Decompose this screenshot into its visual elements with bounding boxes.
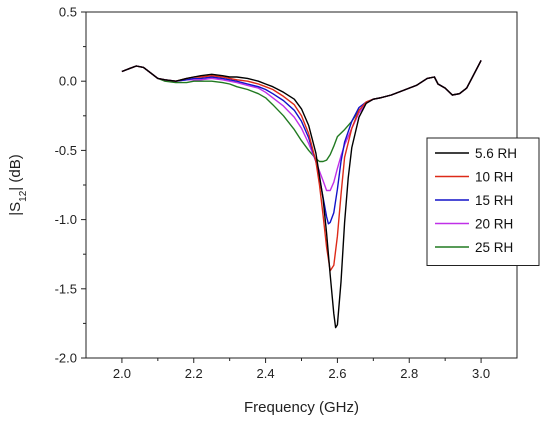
axis-ticks: 2.0 2.2 2.4 2.6 2.8 3.0 0.5 0.0 -0.5 -1.0 -1.5 -2.0: [55, 5, 491, 382]
y-axis-label-tail: | (dB): [7, 154, 24, 190]
legend-label-4: 20 RH: [475, 217, 513, 232]
y-tick-label: -0.5: [55, 143, 77, 158]
legend-label-3: 15 RH: [475, 193, 513, 208]
series-layer: [121, 60, 482, 329]
series-line-1: [121, 60, 482, 329]
x-axis-label: Frequency (GHz): [244, 399, 359, 416]
y-axis-label-subscript: 12: [18, 190, 29, 202]
y-tick-label: 0.0: [59, 74, 77, 89]
legend-box: [426, 137, 540, 266]
x-tick-label: 2.0: [113, 366, 131, 381]
y-tick-label: 0.5: [59, 5, 77, 20]
y-tick-label: -1.5: [55, 281, 77, 296]
x-tick-label: 2.2: [185, 366, 203, 381]
y-tick-label: -1.0: [55, 212, 77, 227]
legend-label-2: 10 RH: [475, 170, 513, 185]
x-tick-label: 2.8: [400, 366, 418, 381]
y-tick-label: -2.0: [55, 351, 77, 366]
x-tick-label: 2.4: [257, 366, 275, 381]
x-tick-label: 3.0: [472, 366, 490, 381]
x-tick-label: 2.6: [328, 366, 346, 381]
legend-label-1: 5.6 RH: [475, 146, 517, 161]
y-axis-label-main: |S: [7, 202, 24, 216]
y-axis-label: |S12| (dB): [7, 154, 29, 215]
legend: 5.6 RH 10 RH 15 RH 20 RH 25 RH: [426, 137, 540, 266]
legend-label-5: 25 RH: [475, 240, 513, 255]
